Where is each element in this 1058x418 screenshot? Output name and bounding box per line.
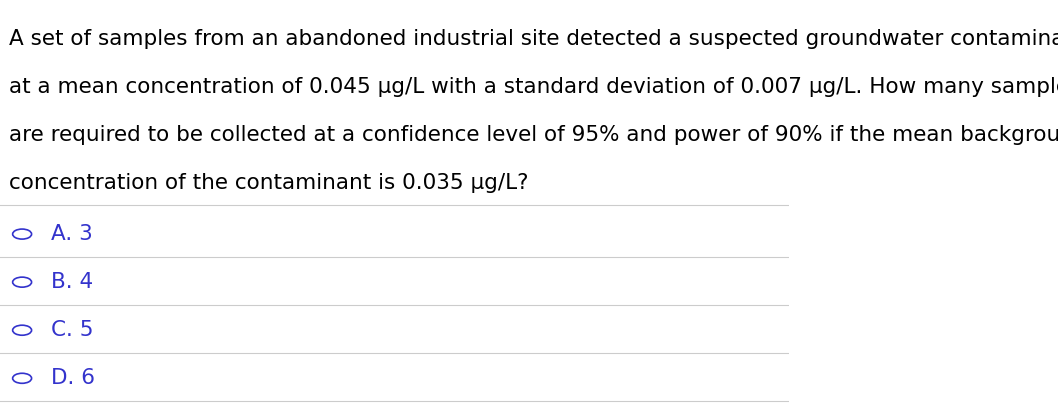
Text: B. 4: B. 4: [52, 272, 93, 292]
Text: A. 3: A. 3: [52, 224, 93, 244]
Text: A set of samples from an abandoned industrial site detected a suspected groundwa: A set of samples from an abandoned indus…: [10, 29, 1058, 49]
Text: are required to be collected at a confidence level of 95% and power of 90% if th: are required to be collected at a confid…: [10, 125, 1058, 145]
Text: concentration of the contaminant is 0.035 μg/L?: concentration of the contaminant is 0.03…: [10, 173, 529, 194]
Text: D. 6: D. 6: [52, 368, 95, 388]
Text: C. 5: C. 5: [52, 320, 94, 340]
Text: at a mean concentration of 0.045 μg/L with a standard deviation of 0.007 μg/L. H: at a mean concentration of 0.045 μg/L wi…: [10, 77, 1058, 97]
